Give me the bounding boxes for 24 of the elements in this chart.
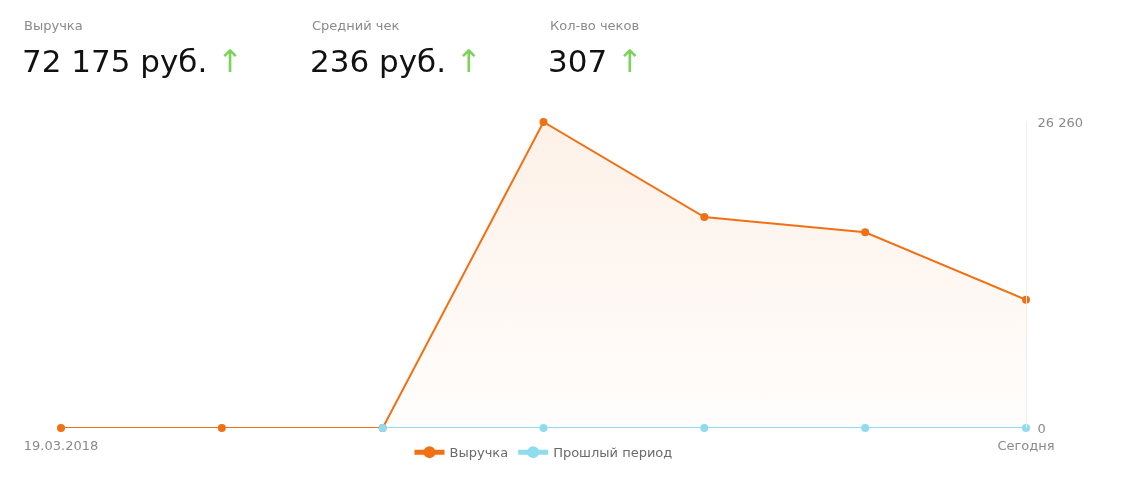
point — [539, 424, 548, 432]
text: ↑ — [455, 43, 482, 79]
legend-label: Выручка — [449, 445, 509, 461]
legend-label: Прошлый период — [553, 445, 673, 461]
x-tick-label: 19.03.2018 — [23, 438, 99, 453]
point — [700, 424, 709, 432]
text: Кол-во чеков — [550, 18, 640, 33]
text: 72 175 руб. — [22, 43, 208, 79]
text: 236 руб. — [310, 43, 447, 79]
x-tick-label: Сегодня — [997, 438, 1055, 453]
point — [217, 424, 226, 432]
text: Выручка — [24, 18, 83, 33]
point — [861, 424, 870, 432]
point — [1022, 424, 1030, 432]
point — [700, 213, 709, 222]
point — [539, 118, 548, 126]
text: 307 — [548, 43, 608, 79]
point — [861, 228, 870, 237]
point — [57, 424, 65, 432]
y-tick-label: 0 — [1037, 420, 1046, 436]
text: ↑ — [617, 43, 644, 79]
y-tick-label: 26 260 — [1037, 114, 1084, 130]
text: ↑ — [217, 43, 244, 79]
text: Средний чек — [312, 18, 400, 33]
